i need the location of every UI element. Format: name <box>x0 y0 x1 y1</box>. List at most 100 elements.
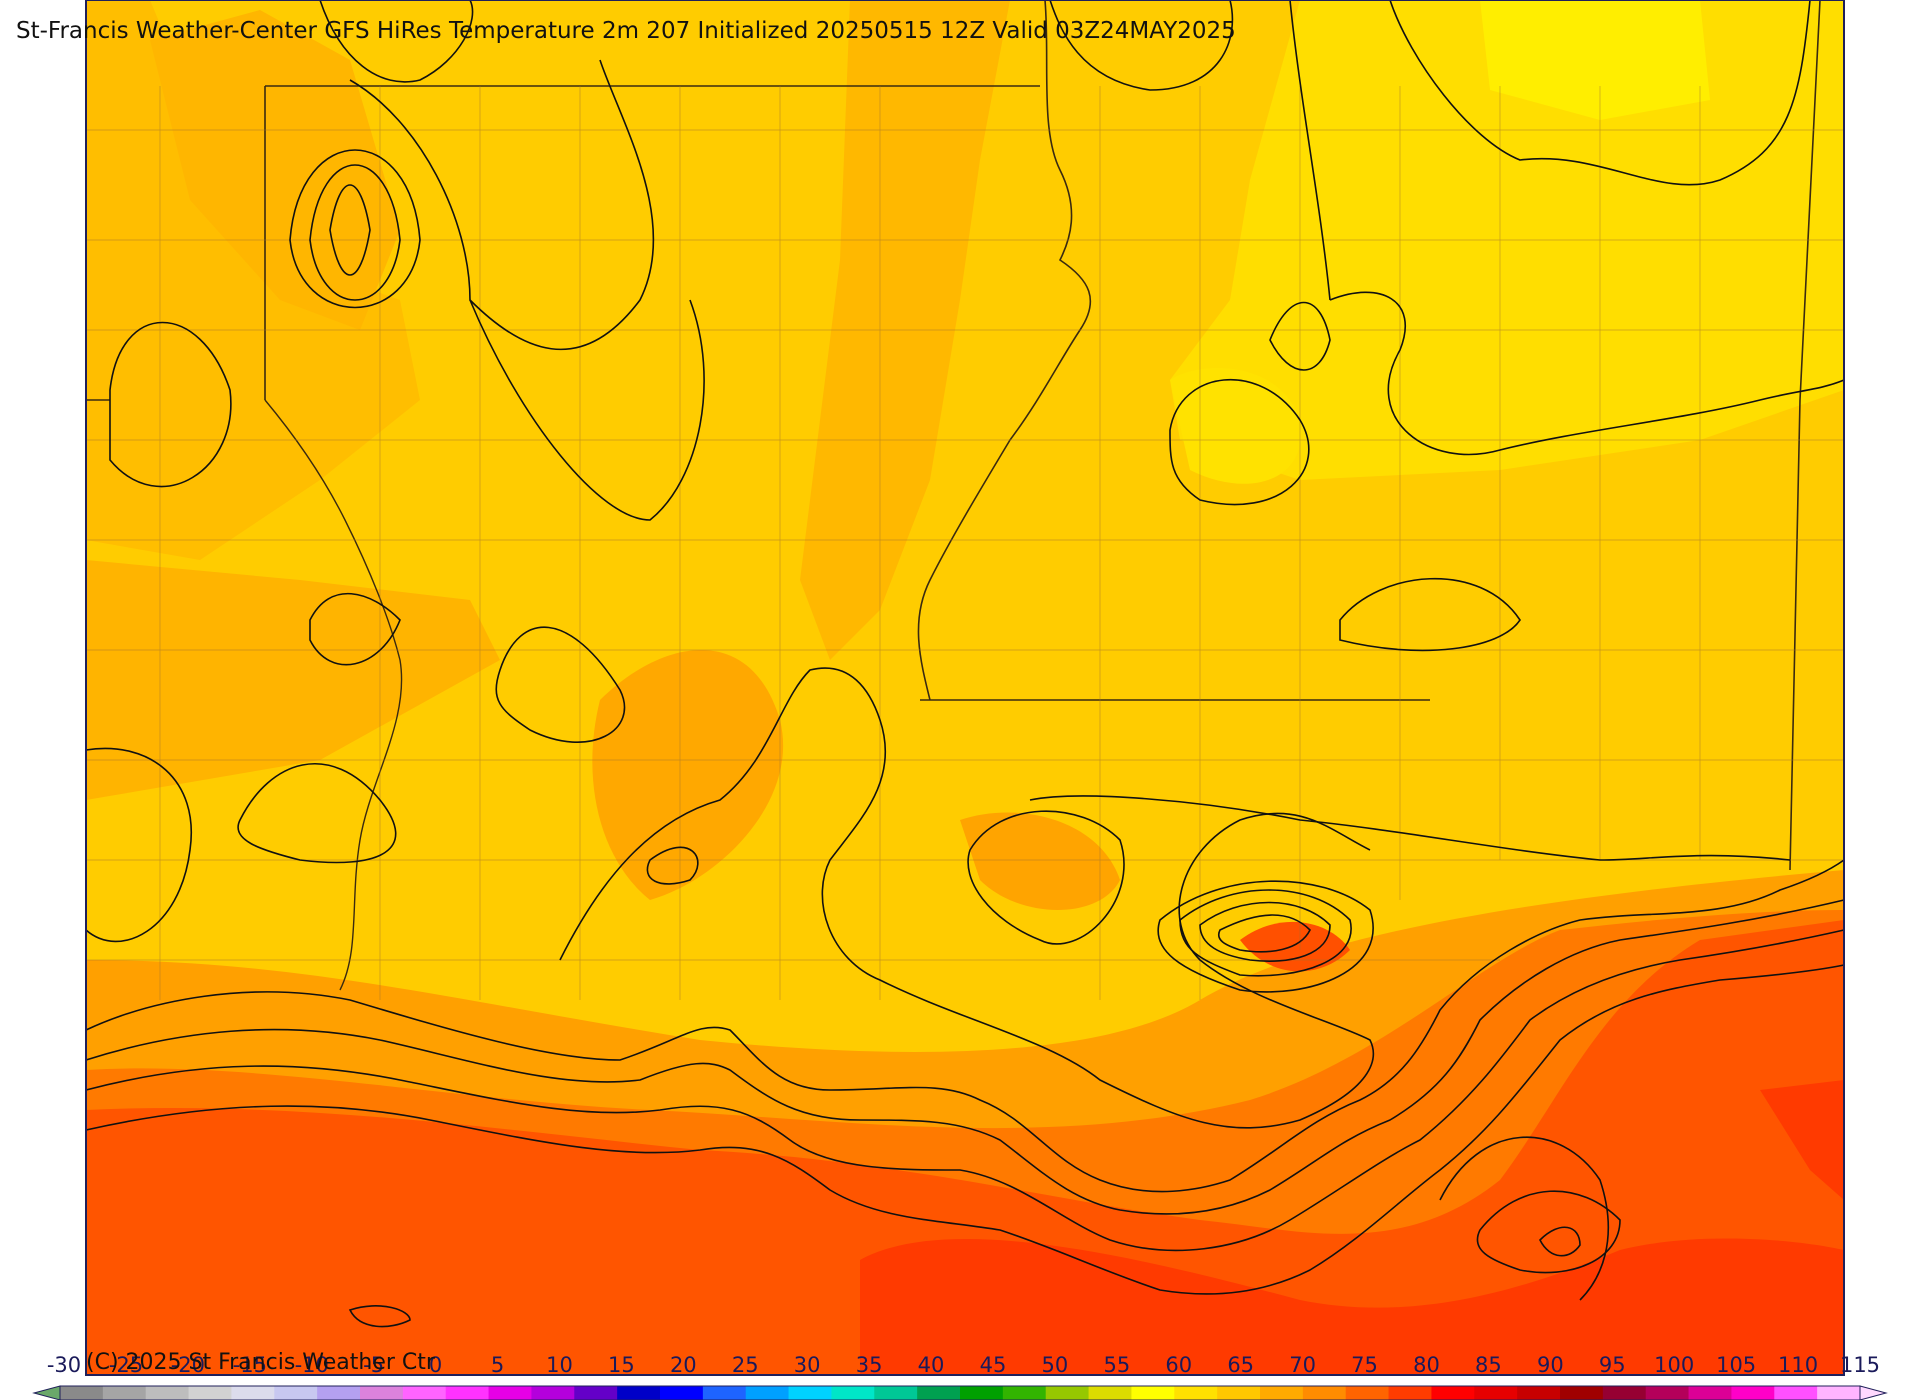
contour <box>329 184 371 276</box>
color-bar-swatch <box>1517 1386 1561 1400</box>
color-bar-tick-label: -10 <box>295 1353 329 1377</box>
contour <box>309 164 401 301</box>
color-bar-tick-label: 90 <box>1537 1353 1564 1377</box>
contour <box>495 626 626 743</box>
contour <box>309 592 401 666</box>
river-line <box>917 0 1092 701</box>
color-bar-swatch <box>917 1386 961 1400</box>
color-bar-swatch <box>960 1386 1004 1400</box>
contour <box>85 747 193 943</box>
contour <box>85 964 1845 1295</box>
color-bar-swatch <box>1174 1386 1218 1400</box>
color-bar-swatch <box>1131 1386 1175 1400</box>
color-bar-tick-label: 0 <box>429 1353 442 1377</box>
contour <box>1049 0 1234 91</box>
color-bar-tick-label: 95 <box>1599 1353 1626 1377</box>
temp-band-warm-northwest <box>150 10 400 330</box>
color-bar-swatch <box>1817 1386 1861 1400</box>
temp-pocket-hot-inland <box>1240 921 1350 972</box>
contour <box>109 321 232 488</box>
color-bar-tick-label: 15 <box>608 1353 635 1377</box>
contour <box>85 899 1845 1215</box>
state-boundaries <box>86 0 1821 871</box>
color-bar-ticks: -30 -25 -20 -15 -10 -5 0 5 10 15 20 25 30 35 40 45 50 55 6… <box>47 1353 1880 1377</box>
contour <box>85 929 1845 1252</box>
color-bar-tick-label: 75 <box>1351 1353 1378 1377</box>
contour <box>967 810 1125 945</box>
color-bar-swatch <box>1431 1386 1475 1400</box>
contour <box>1539 1226 1581 1257</box>
temp-band-warm-west <box>86 0 420 560</box>
contour <box>1199 901 1331 963</box>
color-bar-swatch <box>1474 1386 1518 1400</box>
color-bar-swatch <box>1088 1386 1132 1400</box>
color-bar-swatch <box>1688 1386 1732 1400</box>
color-bar-swatch <box>745 1386 790 1400</box>
color-bar-tick-label: 100 <box>1654 1353 1694 1377</box>
color-bar-tick-label: 10 <box>546 1353 573 1377</box>
color-bar-swatch <box>874 1386 918 1400</box>
color-bar-swatch <box>788 1386 832 1400</box>
color-bar <box>32 1385 1888 1400</box>
color-bar-swatch <box>1345 1386 1390 1400</box>
contour <box>1476 1190 1621 1274</box>
color-bar-swatch <box>1388 1386 1432 1400</box>
color-bar-swatch <box>188 1386 232 1400</box>
contour <box>1389 0 1811 186</box>
contour <box>349 59 655 351</box>
color-bar-swatch <box>231 1386 275 1400</box>
color-bar-tick-label: 30 <box>794 1353 821 1377</box>
color-bar-swatch <box>360 1386 404 1400</box>
color-bar-tick-label: -30 <box>47 1353 81 1377</box>
contour <box>237 763 397 864</box>
color-bar-swatch <box>1217 1386 1261 1400</box>
color-bar-tick-label: 110 <box>1778 1353 1818 1377</box>
temp-band-warm-sw <box>86 560 500 800</box>
color-bar-swatch <box>1002 1386 1047 1400</box>
contour <box>1029 795 1791 861</box>
color-bar-swatch <box>1560 1386 1604 1400</box>
river-line-west <box>264 399 403 991</box>
contour <box>1218 914 1311 953</box>
color-bar-swatch <box>402 1386 447 1400</box>
color-bar-tick-label: -15 <box>233 1353 267 1377</box>
color-bar-swatch <box>1045 1386 1090 1400</box>
color-bar-arrow-left <box>32 1385 61 1400</box>
color-bar-swatch <box>1260 1386 1304 1400</box>
color-bar-swatch <box>531 1386 575 1400</box>
color-bar-swatch <box>488 1386 532 1400</box>
contour <box>1169 378 1310 506</box>
contour <box>85 859 1845 1193</box>
color-bar-frame <box>59 1385 1861 1400</box>
color-bar-swatch <box>1731 1386 1775 1400</box>
temp-pocket-cool <box>1170 368 1302 484</box>
color-bar-tick-label: 65 <box>1227 1353 1254 1377</box>
contour <box>289 149 421 309</box>
color-bar-tick-label: -20 <box>171 1353 205 1377</box>
color-bar-tick-label: 105 <box>1716 1353 1756 1377</box>
temp-band-gulf-hot <box>860 1238 1844 1375</box>
contour <box>1269 301 1331 371</box>
color-bar-tick-label: 45 <box>980 1353 1007 1377</box>
color-bar-swatch <box>60 1386 104 1400</box>
chart-title: St-Francis Weather-Center GFS HiRes Temp… <box>16 18 1236 44</box>
color-bar-swatch <box>145 1386 190 1400</box>
color-bar-tick-label: 35 <box>856 1353 883 1377</box>
color-bar-tick-label: 60 <box>1165 1353 1192 1377</box>
color-bar-tick-label: 80 <box>1413 1353 1440 1377</box>
color-bar-swatch <box>1774 1386 1818 1400</box>
color-bar-swatch <box>1645 1386 1690 1400</box>
contour <box>1157 880 1374 993</box>
color-bar-swatch <box>831 1386 875 1400</box>
temp-pocket-warm-east <box>960 812 1120 910</box>
color-bar-tick-label: 5 <box>491 1353 504 1377</box>
contour <box>319 0 474 83</box>
map-frame <box>85 0 1845 1376</box>
contour <box>1329 291 1845 456</box>
copyright-text: (C) 2025 St Francis Weather Ctr <box>86 1350 435 1375</box>
contour <box>1289 0 1331 301</box>
contour <box>1339 577 1521 652</box>
color-bar-swatch <box>660 1386 704 1400</box>
temp-pocket-warm-center <box>592 650 784 900</box>
